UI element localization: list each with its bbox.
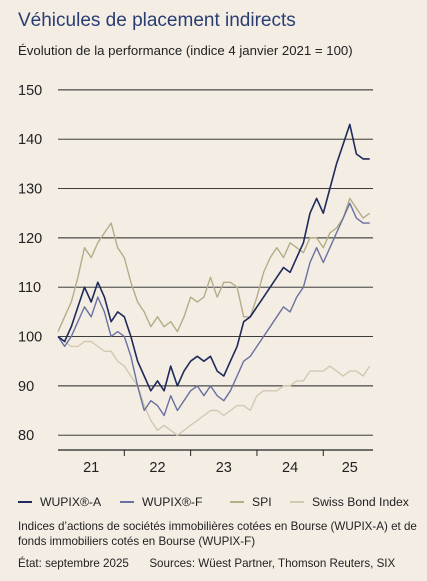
chart-title: Véhicules de placement indirects bbox=[18, 10, 296, 31]
series-line-spi bbox=[57, 197, 371, 333]
legend-label-wupix-f: WUPIX®-F bbox=[142, 495, 203, 509]
chart-note: Indices d’actions de sociétés immobilièr… bbox=[18, 520, 417, 548]
y-tick-label-140: 140 bbox=[18, 132, 42, 148]
x-tick-label-22: 22 bbox=[149, 460, 165, 476]
legend-item-wupix-a: WUPIX®-A bbox=[18, 495, 101, 509]
legend-label-spi: SPI bbox=[252, 495, 272, 509]
x-tick-label-21: 21 bbox=[83, 460, 99, 476]
x-tick-label-24: 24 bbox=[282, 460, 298, 476]
line-chart: 80 90 100 110 120 130 140 150 21 22 23 24 25 bbox=[18, 83, 373, 476]
legend-label-swiss-bond-index: Swiss Bond Index bbox=[312, 495, 409, 509]
x-axis-tick-labels: 21 22 23 24 25 bbox=[83, 460, 358, 476]
series-line-wupix-f bbox=[57, 202, 370, 417]
chart-footer: État: septembre 2025 Sources: Wüest Part… bbox=[18, 557, 423, 570]
legend-swatch-spi bbox=[230, 501, 244, 503]
sources: Sources: Wüest Partner, Thomson Reuters,… bbox=[149, 557, 396, 570]
legend-item-wupix-f: WUPIX®-F bbox=[120, 495, 202, 509]
x-tick-label-25: 25 bbox=[342, 460, 358, 476]
status-date: État: septembre 2025 bbox=[18, 557, 129, 570]
series-line-swiss-bond-index bbox=[57, 335, 371, 436]
y-tick-label-100: 100 bbox=[18, 330, 42, 346]
data-series bbox=[57, 123, 371, 436]
legend-item-swiss-bond-index: Swiss Bond Index bbox=[290, 495, 409, 509]
x-axis-ticks bbox=[123, 450, 324, 456]
gridlines bbox=[58, 89, 373, 436]
y-tick-label-110: 110 bbox=[18, 280, 41, 296]
legend-label-wupix-a: WUPIX®-A bbox=[40, 495, 102, 509]
x-tick-label-23: 23 bbox=[216, 460, 232, 476]
series-line-wupix-a bbox=[57, 123, 370, 392]
legend-item-spi: SPI bbox=[230, 495, 272, 509]
legend-swatch-wupix-f bbox=[120, 501, 134, 503]
y-tick-label-120: 120 bbox=[18, 231, 42, 247]
y-tick-label-90: 90 bbox=[18, 379, 34, 395]
legend-swatch-wupix-a bbox=[18, 501, 32, 503]
chart-subtitle: Évolution de la performance (indice 4 ja… bbox=[18, 43, 353, 58]
legend-swatch-swiss-bond-index bbox=[290, 501, 304, 503]
y-tick-label-150: 150 bbox=[18, 83, 42, 99]
y-axis-tick-labels: 80 90 100 110 120 130 140 150 bbox=[18, 83, 42, 444]
y-tick-label-130: 130 bbox=[18, 182, 42, 198]
y-tick-label-80: 80 bbox=[18, 428, 34, 444]
